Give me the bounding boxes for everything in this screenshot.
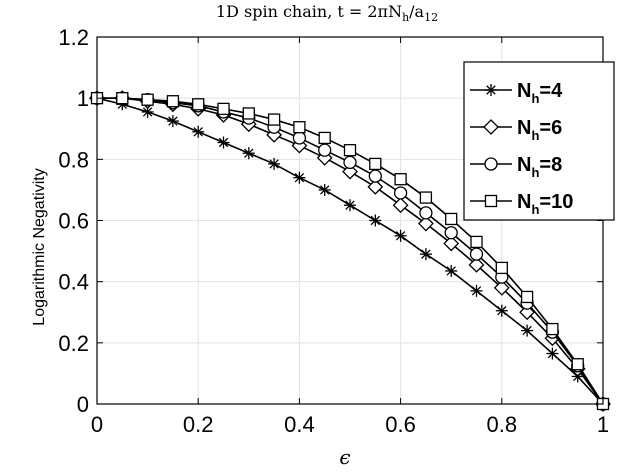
data-point bbox=[318, 183, 331, 196]
legend-marker bbox=[485, 84, 497, 96]
data-point bbox=[468, 256, 485, 273]
data-point bbox=[217, 102, 230, 116]
data-point bbox=[571, 358, 584, 371]
x-tick-label: 1 bbox=[597, 412, 609, 437]
data-point bbox=[318, 143, 332, 157]
data-point bbox=[394, 229, 407, 242]
data-point bbox=[116, 92, 129, 105]
data-point bbox=[493, 279, 510, 296]
y-tick-label: 0.2 bbox=[58, 331, 89, 356]
chart-title: 1D spin chain, t = 2πNh/a12 bbox=[216, 2, 438, 24]
data-point bbox=[192, 125, 205, 138]
data-point bbox=[293, 171, 306, 184]
data-point bbox=[393, 186, 408, 200]
data-point bbox=[419, 206, 433, 220]
data-point bbox=[141, 93, 154, 106]
data-point bbox=[344, 199, 356, 212]
y-tick-label: 1.2 bbox=[58, 25, 89, 50]
y-tick-label: 0.4 bbox=[58, 270, 89, 295]
data-point bbox=[318, 131, 331, 145]
data-point bbox=[419, 248, 432, 261]
data-point bbox=[293, 121, 306, 134]
data-point bbox=[521, 324, 534, 337]
data-point bbox=[292, 131, 307, 145]
x-tick-label: 0.8 bbox=[487, 412, 518, 437]
data-point bbox=[367, 178, 384, 195]
data-point bbox=[392, 197, 409, 214]
data-point bbox=[343, 155, 357, 170]
data-point bbox=[242, 147, 255, 160]
data-point bbox=[495, 304, 508, 317]
data-point bbox=[268, 157, 281, 170]
data-point bbox=[217, 136, 230, 149]
data-point bbox=[342, 163, 358, 180]
legend-entry: Nh=10 bbox=[470, 191, 573, 217]
data-point bbox=[445, 264, 458, 277]
legend-label: Nh=10 bbox=[517, 191, 573, 217]
data-point bbox=[343, 144, 357, 157]
data-point bbox=[519, 304, 536, 321]
data-point bbox=[444, 226, 458, 240]
data-point bbox=[267, 113, 281, 126]
y-axis-label: Logarithmic Negativity bbox=[31, 168, 48, 325]
y-tick-label: 0.8 bbox=[58, 147, 89, 172]
data-point bbox=[368, 169, 382, 183]
data-point bbox=[166, 95, 180, 108]
legend-label: Nh=4 bbox=[517, 80, 563, 106]
legend-marker bbox=[484, 194, 498, 208]
data-point bbox=[141, 105, 154, 118]
data-point bbox=[469, 247, 484, 261]
x-tick-label: 0.2 bbox=[183, 412, 214, 437]
data-point bbox=[520, 290, 534, 304]
data-point bbox=[470, 284, 483, 297]
data-point bbox=[369, 214, 382, 227]
data-point bbox=[242, 107, 255, 120]
data-point bbox=[470, 235, 483, 249]
legend-label: Nh=8 bbox=[517, 154, 562, 180]
data-point bbox=[417, 215, 434, 232]
x-tick-label: 0.6 bbox=[385, 412, 416, 437]
y-tick-label: 0.6 bbox=[58, 209, 89, 234]
data-point bbox=[394, 173, 407, 186]
legend-label: Nh=6 bbox=[517, 117, 562, 143]
data-point bbox=[546, 347, 559, 360]
data-point bbox=[546, 322, 559, 336]
y-tick-label: 0 bbox=[77, 392, 89, 417]
data-point bbox=[495, 261, 508, 275]
x-tick-label: 0 bbox=[91, 412, 103, 437]
series-star bbox=[91, 92, 609, 410]
legend-entry: Nh=6 bbox=[470, 117, 562, 143]
x-tick-label: 0.4 bbox=[284, 412, 315, 437]
data-point bbox=[192, 98, 205, 111]
legend-marker bbox=[484, 157, 498, 171]
y-tick-label: 1 bbox=[77, 86, 89, 111]
data-point bbox=[445, 212, 458, 226]
data-point bbox=[443, 235, 460, 252]
data-point bbox=[369, 157, 382, 171]
legend: Nh=4 Nh=6 Nh=8 Nh=10 bbox=[463, 61, 615, 221]
legend-entry: Nh=4 bbox=[470, 80, 563, 106]
data-point bbox=[166, 115, 179, 128]
legend-marker bbox=[483, 119, 499, 135]
legend-entry: Nh=8 bbox=[470, 154, 562, 180]
x-axis-label: ϵ bbox=[339, 445, 350, 469]
data-point bbox=[419, 191, 433, 204]
